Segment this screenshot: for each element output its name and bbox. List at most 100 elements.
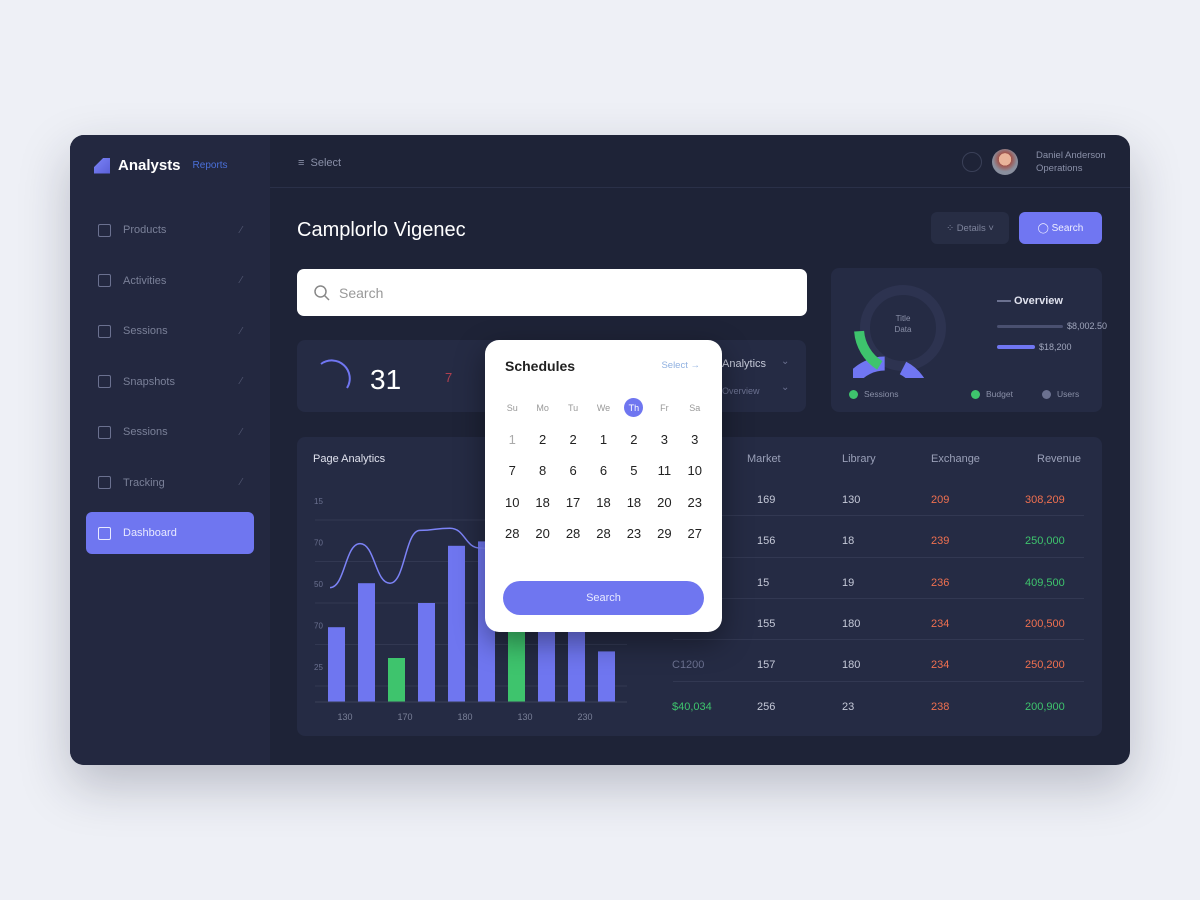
- sidebar-item-label: Dashboard: [123, 527, 177, 539]
- calendar-day[interactable]: 20: [535, 526, 550, 542]
- calendar-day[interactable]: 2: [569, 431, 577, 447]
- sidebar-item-label: Sessions: [123, 325, 168, 337]
- calendar-title: Schedules: [505, 358, 576, 374]
- sidebar-item-label: Snapshots: [123, 375, 175, 388]
- column-header[interactable]: Market: [747, 453, 781, 465]
- calendar-day[interactable]: 27: [687, 526, 703, 542]
- calendar-day[interactable]: 29: [657, 526, 672, 542]
- calendar-day[interactable]: 10: [687, 463, 703, 479]
- app-window: Analysts Reports Products ⁄ Activities ⁄ Ses…: [70, 135, 1130, 765]
- calendar-day[interactable]: 23: [687, 494, 703, 510]
- calendar-search-button[interactable]: Search: [503, 581, 704, 615]
- logo-icon: [94, 157, 110, 174]
- sidebar-item-6[interactable]: Dashboard: [86, 512, 254, 554]
- filter-icon: ⁘: [946, 222, 957, 234]
- legend-swatch: [997, 324, 1063, 328]
- calendar-day[interactable]: 23: [626, 526, 642, 542]
- row-divider: [673, 556, 1084, 558]
- chevron-down-icon[interactable]: ⌄: [781, 382, 790, 393]
- stat-right-label: Analytics: [722, 358, 767, 370]
- column-header[interactable]: Library: [842, 453, 876, 465]
- home-icon: [98, 274, 111, 287]
- monitor-icon: [98, 375, 111, 388]
- sidebar-item-label: Tracking: [123, 476, 165, 489]
- chevron-icon: ⁄: [240, 224, 242, 236]
- logo[interactable]: Analysts Reports: [94, 157, 228, 174]
- calendar-day[interactable]: 18: [626, 494, 642, 510]
- chevron-down-icon[interactable]: ⌄: [781, 356, 790, 367]
- calendar-day[interactable]: 10: [504, 494, 520, 510]
- table-cell: 236: [931, 576, 950, 589]
- calendar-day[interactable]: 17: [565, 494, 581, 510]
- sidebar-item-1[interactable]: Activities ⁄: [86, 260, 254, 302]
- sidebar-item-5[interactable]: Tracking ⁄: [86, 462, 254, 504]
- table-cell: 239: [931, 535, 950, 548]
- avatar[interactable]: [992, 149, 1018, 175]
- bar: [328, 627, 345, 702]
- legend-value: $8,002.50: [1067, 321, 1108, 331]
- calendar-day[interactable]: 8: [539, 463, 547, 479]
- sidebar-item-3[interactable]: Snapshots ⁄: [86, 361, 254, 403]
- table-cell: 234: [931, 659, 950, 672]
- calendar-day[interactable]: 7: [508, 463, 516, 479]
- user-info[interactable]: Daniel Anderson Operations: [1036, 149, 1106, 175]
- y-tick-label: 70: [314, 539, 323, 548]
- user-role: Operations: [1036, 163, 1083, 174]
- calendar-day[interactable]: 18: [535, 494, 550, 510]
- column-header[interactable]: Revenue: [1037, 453, 1082, 465]
- primary-button[interactable]: ◯ Search: [1019, 212, 1102, 244]
- calendar-day[interactable]: 3: [691, 431, 699, 447]
- calendar-day[interactable]: 1: [508, 431, 516, 447]
- calendar-day[interactable]: 5: [630, 463, 638, 479]
- sidebar-item-4[interactable]: Sessions ⁄: [86, 411, 254, 453]
- calendar-day[interactable]: 11: [657, 463, 672, 479]
- search-input[interactable]: Search: [297, 269, 807, 316]
- donut-center-2: Data: [894, 325, 912, 334]
- stat-trend: 7: [445, 370, 453, 385]
- weekday-label: Th: [619, 392, 649, 424]
- primary-label: Search: [1051, 222, 1084, 234]
- donut-chart: [853, 285, 946, 378]
- calendar-day[interactable]: 28: [596, 526, 611, 542]
- calendar-day[interactable]: 6: [569, 463, 577, 479]
- row-divider: [673, 515, 1084, 517]
- legend-swatch: [997, 345, 1035, 349]
- filter-label: Details: [956, 222, 986, 234]
- calendar-day[interactable]: 1: [599, 431, 608, 447]
- bar: [388, 658, 405, 702]
- row-divider: [673, 597, 1084, 599]
- table-cell: 169: [757, 494, 776, 506]
- calendar-day[interactable]: 28: [504, 526, 520, 542]
- topbar: ≡ Select Daniel Anderson Operations: [270, 135, 1130, 188]
- calendar-day[interactable]: 3: [660, 431, 668, 447]
- chevron-icon: ⁄: [240, 477, 242, 488]
- table-cell: 18: [842, 535, 855, 548]
- calendar-day[interactable]: 2: [539, 431, 547, 447]
- calendar-popup: Schedules Select → Su Mo Tu We Th Fr Sa 1 2 2 1 2 3 3…: [485, 340, 722, 632]
- footer-item: Sessions: [849, 389, 899, 399]
- y-tick-label: 70: [314, 622, 323, 631]
- stat-right-sub: Overview: [722, 386, 760, 396]
- status-dot-icon: [1042, 389, 1051, 399]
- calendar-day[interactable]: 28: [565, 526, 581, 542]
- notification-icon[interactable]: [962, 152, 982, 172]
- page-title: Camplorlo Vigenec: [297, 219, 466, 241]
- y-tick-label: 25: [314, 663, 323, 672]
- calendar-day[interactable]: 20: [657, 494, 672, 510]
- bar: [358, 583, 375, 702]
- footer-label: Sessions: [864, 389, 899, 399]
- sidebar-item-2[interactable]: Sessions ⁄: [86, 310, 254, 352]
- calendar-selector[interactable]: Select →: [661, 360, 700, 371]
- search-placeholder: Search: [339, 284, 384, 301]
- bar: [448, 545, 465, 702]
- menu-button[interactable]: ≡ Select: [298, 157, 342, 169]
- calendar-day[interactable]: 18: [596, 494, 611, 510]
- sidebar-item-label: Products: [123, 224, 167, 236]
- sidebar-item-0[interactable]: Products ⁄: [86, 209, 254, 251]
- filter-button[interactable]: ⁘ Details ˅: [931, 212, 1009, 244]
- calendar-day[interactable]: 6: [599, 463, 608, 479]
- footer-label: Budget: [986, 389, 1013, 399]
- table-cell: 250,000: [1025, 535, 1065, 548]
- calendar-day[interactable]: 2: [630, 431, 638, 447]
- column-header[interactable]: Exchange: [931, 453, 980, 465]
